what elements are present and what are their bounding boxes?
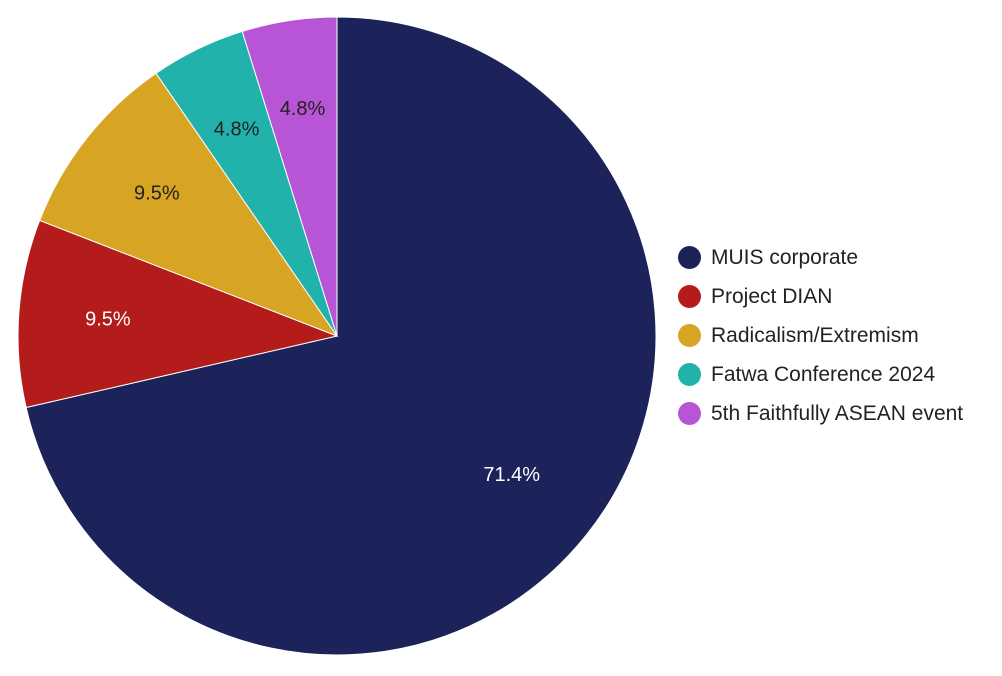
- legend-item-5: 5th Faithfully ASEAN event: [678, 394, 963, 433]
- legend-item-3: Radicalism/Extremism: [678, 316, 963, 355]
- pie-chart: 71.4% 9.5% 9.5% 4.8% 4.8%: [17, 16, 657, 656]
- pie-slice-1: [25, 16, 657, 656]
- legend-item-4: Fatwa Conference 2024: [678, 355, 963, 394]
- legend-label: Project DIAN: [711, 284, 833, 308]
- legend-label: Fatwa Conference 2024: [711, 362, 936, 386]
- pie-data-label-3: 9.5%: [134, 183, 180, 205]
- legend-swatch: [678, 363, 701, 386]
- pie-slice-5: [241, 16, 338, 337]
- legend-label: MUIS corporate: [711, 245, 859, 269]
- legend-swatch: [678, 285, 701, 308]
- legend-swatch: [678, 402, 701, 425]
- pie-data-label-5: 4.8%: [280, 98, 326, 120]
- pie-data-labels: 71.4% 9.5% 9.5% 4.8% 4.8%: [85, 98, 540, 486]
- legend-item-2: Project DIAN: [678, 277, 963, 316]
- pie-slice-3: [39, 72, 339, 338]
- pie-data-label-2: 9.5%: [85, 308, 131, 330]
- pie-slice-2: [17, 219, 339, 409]
- pie-slices: [17, 16, 657, 656]
- legend-item-1: MUIS corporate: [678, 238, 963, 277]
- legend-swatch: [678, 246, 701, 269]
- pie-data-label-4: 4.8%: [214, 118, 260, 140]
- pie-data-label-1: 71.4%: [483, 464, 540, 486]
- chart-legend: MUIS corporate Project DIAN Radicalism/Ext…: [678, 238, 963, 433]
- legend-label: Radicalism/Extremism: [711, 323, 919, 347]
- legend-swatch: [678, 324, 701, 347]
- legend-label: 5th Faithfully ASEAN event: [711, 401, 964, 425]
